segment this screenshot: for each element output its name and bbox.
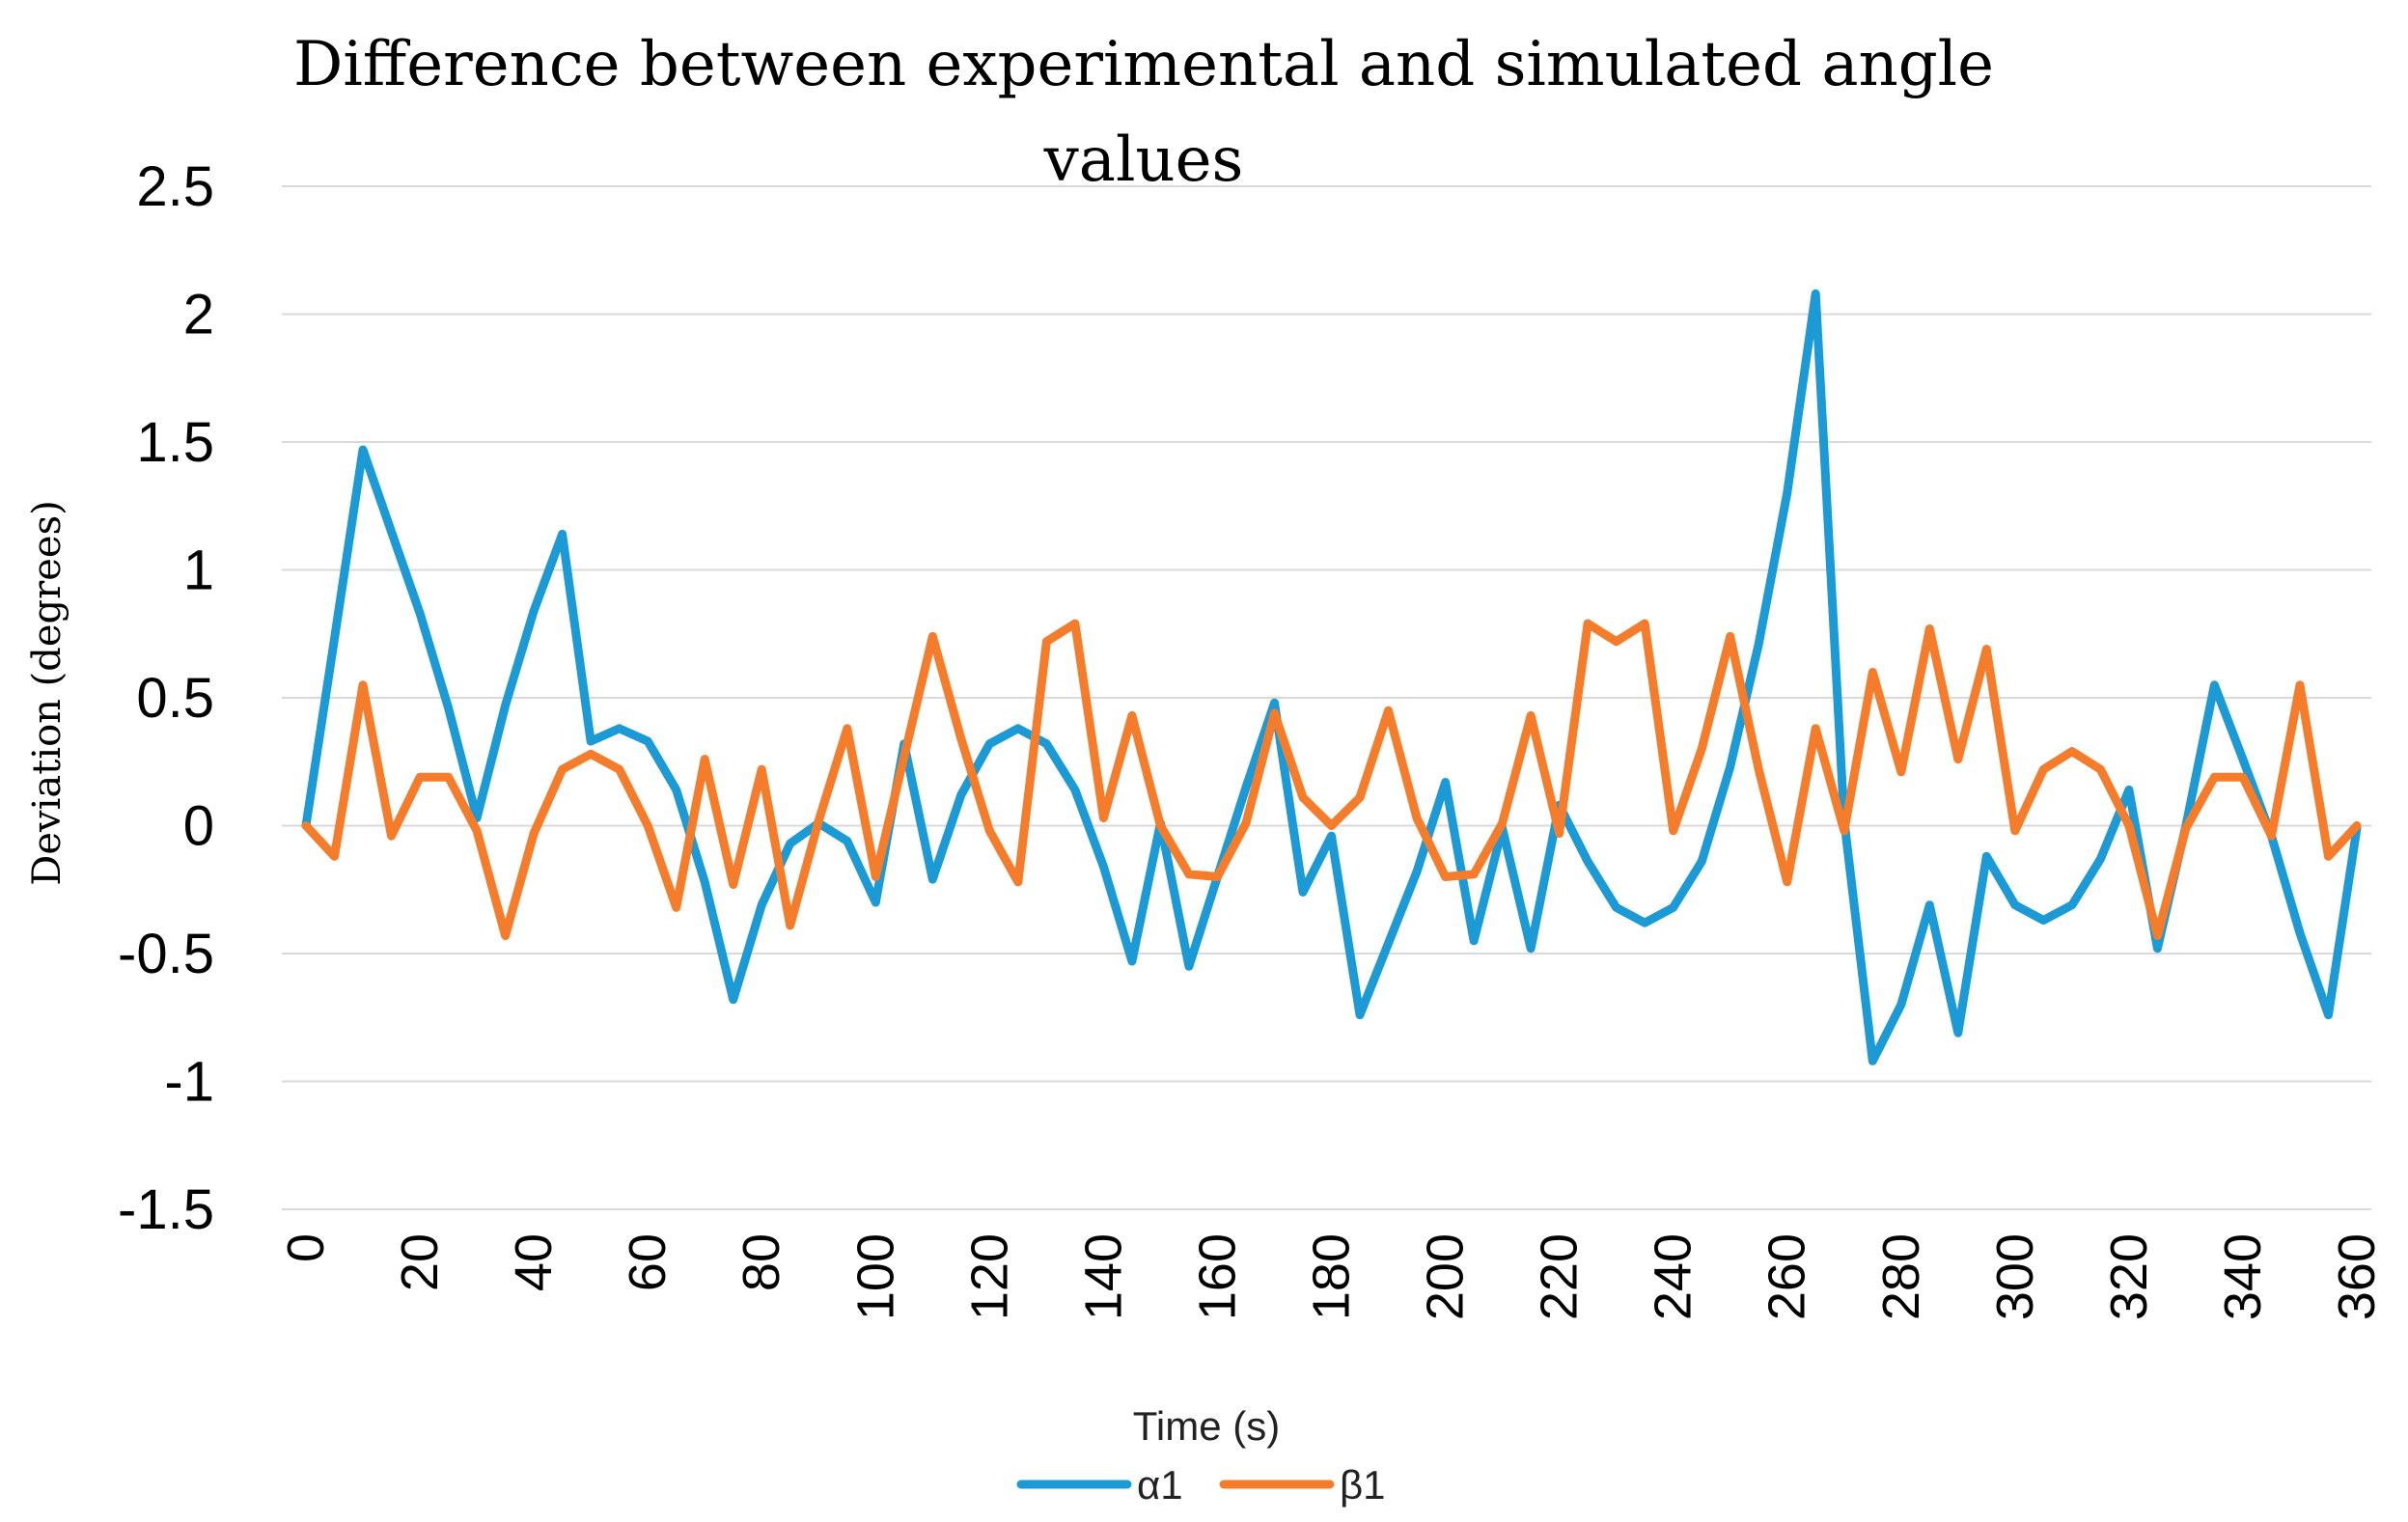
- y-axis-label: Deviation (degrees): [25, 500, 69, 886]
- y-tick-label: -1: [164, 1051, 214, 1114]
- y-tick-label: 1.5: [136, 411, 214, 474]
- x-tick-label: 140: [1074, 1233, 1132, 1320]
- x-tick-label: 160: [1188, 1233, 1246, 1320]
- chart-title-line-2: values: [1043, 125, 1244, 196]
- x-tick-label: 60: [619, 1233, 677, 1291]
- x-tick-label: 120: [960, 1233, 1018, 1320]
- legend-label-beta1: β1: [1340, 1462, 1386, 1508]
- x-tick-label: 360: [2328, 1233, 2386, 1320]
- x-axis-ticks: 0 20 40 60 80 100 120 140 160 180 200 220 240 260 280 3…: [277, 1233, 2386, 1320]
- x-tick-label: 280: [1872, 1233, 1930, 1320]
- x-tick-label: 340: [2214, 1233, 2272, 1320]
- x-tick-label: 20: [391, 1233, 449, 1291]
- y-tick-label: 0.5: [136, 667, 214, 730]
- x-tick-label: 200: [1417, 1233, 1475, 1320]
- y-tick-label: 2.5: [136, 155, 214, 218]
- y-tick-label: -0.5: [118, 923, 214, 985]
- y-axis-ticks: 2.5 2 1.5 1 0.5 0 -0.5 -1 -1.5: [118, 155, 214, 1241]
- x-tick-label: 240: [1645, 1233, 1702, 1320]
- x-tick-label: 220: [1531, 1233, 1589, 1320]
- chart-title-line-1: Difference between experimental and simu…: [293, 29, 1994, 100]
- y-tick-label: -1.5: [118, 1178, 214, 1241]
- x-tick-label: 180: [1303, 1233, 1361, 1320]
- y-tick-label: 2: [183, 284, 214, 346]
- x-tick-label: 260: [1758, 1233, 1816, 1320]
- series-line-alpha1: [301, 289, 2362, 1065]
- chart-title: Difference between experimental and simu…: [293, 29, 1994, 196]
- x-tick-label: 40: [505, 1233, 563, 1291]
- legend-label-alpha1: α1: [1137, 1462, 1183, 1508]
- legend: α1 β1: [1016, 1462, 1386, 1508]
- x-tick-label: 80: [733, 1233, 790, 1291]
- series-lines: [301, 289, 2362, 1065]
- x-axis-label: Time (s): [1133, 1403, 1280, 1449]
- series-line-beta1: [301, 619, 2362, 940]
- y-tick-label: 1: [183, 540, 214, 602]
- y-tick-label: 0: [183, 795, 214, 858]
- gridlines: [282, 185, 2371, 1210]
- x-tick-label: 320: [2100, 1233, 2158, 1320]
- x-tick-label: 0: [277, 1233, 335, 1262]
- x-tick-label: 100: [846, 1233, 904, 1320]
- x-tick-label: 300: [1986, 1233, 2044, 1320]
